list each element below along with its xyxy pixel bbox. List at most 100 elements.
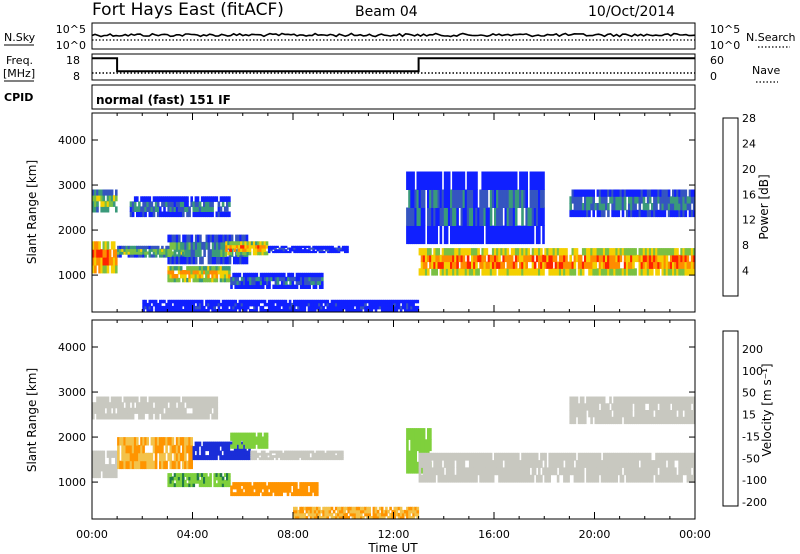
heatmap-cell [682, 416, 685, 425]
heatmap-cell [605, 467, 608, 476]
heatmap-cell [481, 225, 484, 245]
heatmap-cell [630, 474, 633, 483]
heatmap-cell [140, 248, 143, 252]
heatmap-cell [644, 254, 648, 263]
heatmap-cell [265, 251, 269, 256]
heatmap-cell [148, 302, 152, 307]
heatmap-cell [163, 248, 166, 252]
heatmap-cell [408, 299, 411, 304]
heatmap-cell [468, 248, 472, 256]
heatmap-cell [112, 450, 116, 458]
heatmap-cell [314, 250, 317, 254]
heatmap-cell [575, 460, 579, 468]
heatmap-cell [98, 464, 101, 472]
heatmap-cell [326, 450, 329, 454]
heatmap-cell [249, 440, 252, 445]
heatmap-cell [346, 247, 349, 250]
heatmap-cell [131, 254, 135, 258]
heatmap-cell [594, 416, 598, 425]
heatmap-cell [276, 249, 279, 252]
heatmap-cell [167, 266, 170, 271]
heatmap-cell [200, 206, 204, 212]
heatmap-cell [267, 250, 271, 254]
heatmap-cell [156, 245, 160, 250]
heatmap-cell [175, 206, 179, 212]
heatmap-cell [569, 261, 572, 269]
heatmap-cell [596, 189, 600, 197]
heatmap-cell [278, 488, 281, 493]
heatmap-cell [690, 396, 694, 404]
heatmap-cell [167, 206, 170, 212]
heatmap-cell [316, 482, 319, 486]
heatmap-cell [579, 396, 583, 404]
heatmap-cell [307, 457, 310, 461]
heatmap-cell [632, 261, 635, 269]
heatmap-cell [184, 309, 187, 313]
heatmap-cell [288, 488, 292, 493]
heatmap-cell [286, 492, 290, 497]
heatmap-cell [234, 444, 237, 449]
heatmap-cell [253, 482, 256, 486]
beam-title: Beam 04 [355, 4, 418, 20]
heatmap-cell [104, 413, 108, 420]
heatmap-cell [347, 509, 350, 514]
heatmap-cell [119, 460, 122, 470]
heatmap-cell [207, 396, 210, 403]
heatmap-cell [163, 201, 166, 207]
heatmap-cell [506, 261, 510, 269]
heatmap-cell [320, 516, 323, 520]
heatmap-cell [198, 274, 202, 279]
heatmap-cell [563, 452, 566, 461]
heatmap-cell [211, 256, 215, 265]
freq-unit: [MHz] [3, 67, 35, 80]
heatmap-cell [322, 305, 325, 310]
heatmap-cell [167, 249, 170, 257]
heatmap-cell [295, 516, 298, 520]
heatmap-cell [252, 457, 255, 461]
heatmap-cell [312, 284, 316, 289]
heatmap-cell [642, 261, 646, 269]
heatmap-cell [165, 407, 168, 414]
heatmap-cell [305, 452, 308, 456]
heatmap-cell [131, 452, 135, 462]
heatmap-cell [362, 302, 365, 307]
heatmap-cell [548, 268, 551, 276]
heatmap-cell [98, 457, 101, 465]
heatmap-cell [270, 299, 273, 304]
heatmap-cell [556, 248, 560, 256]
heatmap-cell [615, 248, 618, 256]
heatmap-cell [207, 483, 210, 488]
heatmap-cell [140, 407, 143, 414]
heatmap-cell [165, 402, 168, 409]
heatmap-cell [447, 452, 451, 461]
heatmap-cell [117, 402, 120, 409]
heatmap-cell [498, 261, 501, 269]
heatmap-cell [211, 446, 214, 452]
heatmap-cell [302, 276, 305, 282]
heatmap-cell [418, 474, 422, 483]
heatmap-cell [349, 309, 353, 313]
heatmap-cell [278, 492, 281, 497]
heatmap-cell [529, 171, 533, 190]
heatmap-cell [156, 309, 160, 313]
heatmap-cell [276, 272, 280, 278]
heatmap-cell [573, 261, 577, 269]
heatmap-cell [313, 488, 317, 493]
heatmap-cell [686, 396, 690, 404]
heatmap-cell [177, 483, 181, 488]
heatmap-cell [579, 467, 583, 476]
heatmap-cell [672, 261, 675, 269]
heatmap-cell [171, 277, 175, 283]
heatmap-cell [220, 256, 223, 265]
heatmap-cell [179, 201, 183, 207]
heatmap-cell [661, 261, 665, 269]
heatmap-cell [186, 299, 189, 304]
heatmap-cell [196, 302, 200, 307]
heatmap-cell [177, 201, 181, 207]
heatmap-cell [140, 413, 143, 420]
heatmap-cell [640, 396, 644, 404]
heatmap-cell [420, 439, 424, 452]
freq-panel: Freq. [MHz] 18 8 60 0 Nave [3, 53, 780, 83]
heatmap-cell [498, 189, 501, 208]
heatmap-cell [466, 248, 470, 256]
